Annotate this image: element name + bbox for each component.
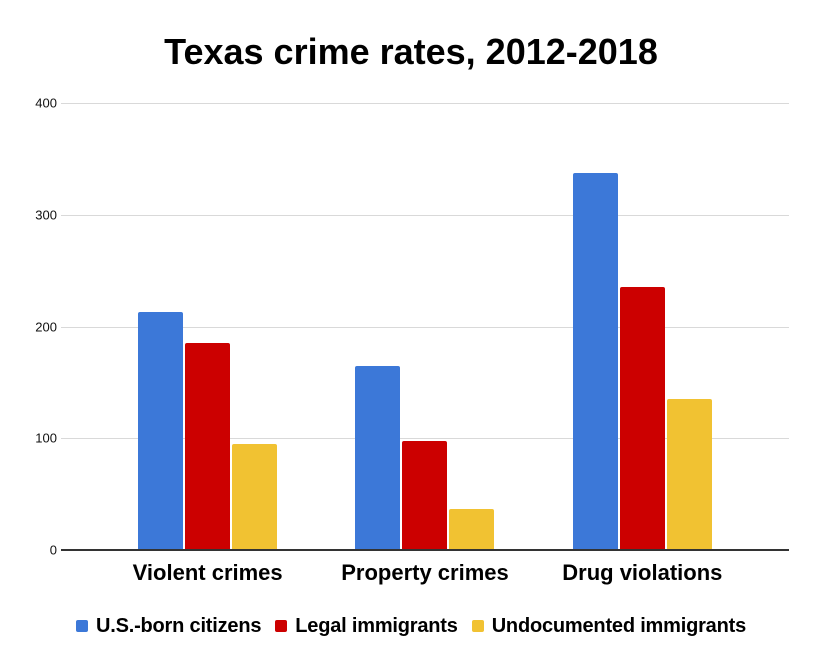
x-axis-labels: Violent crimes Property crimes Drug violat… (61, 559, 789, 587)
x-axis-line (61, 549, 789, 551)
bar-violent-crimes-legal-immigrants (185, 343, 231, 550)
legend-label-legal-immigrants: Legal immigrants (295, 614, 458, 637)
bar-drug-violations-u-s-born-citizens (572, 173, 618, 550)
chart-title: Texas crime rates, 2012-2018 (164, 31, 658, 72)
bar-violent-crimes-u-s-born-citizens (138, 311, 184, 550)
bar-property-crimes-u-s-born-citizens (355, 365, 401, 550)
bar-violent-crimes-undocumented-immigrants (232, 443, 278, 550)
category-label-violent-crimes: Violent crimes (132, 560, 283, 585)
gridline-200 (61, 326, 789, 328)
y-axis: 400 300 200 100 0 (0, 96, 57, 558)
category-label-property-crimes: Property crimes (341, 560, 509, 585)
legend-label-u-s-born-citizens: U.S.-born citizens (95, 614, 262, 637)
gridline-100 (61, 438, 789, 440)
bar-property-crimes-legal-immigrants (402, 440, 448, 550)
bar-property-crimes-undocumented-immigrants (449, 508, 495, 550)
y-tick-label-100: 100 (35, 430, 57, 446)
legend-item-u-s-born-citizens: U.S.-born citizens (75, 614, 262, 638)
legend-swatch-icon-legal-immigrants (275, 620, 288, 632)
legend-item-undocumented-immigrants: Undocumented immigrants (471, 614, 747, 638)
gridline-400 (61, 103, 789, 104)
y-tick-label-0: 0 (49, 542, 57, 558)
bar-groups-row (61, 103, 789, 550)
bar-group-drug-violations (534, 103, 751, 550)
y-tick-label-200: 200 (35, 319, 57, 334)
gridline-300 (61, 214, 789, 216)
y-tick-label-300: 300 (35, 207, 57, 223)
legend-label-undocumented-immigrants: Undocumented immigrants (491, 614, 747, 637)
bar-drug-violations-undocumented-immigrants (666, 399, 712, 550)
legend-swatch-icon-u-s-born-citizens (75, 620, 88, 632)
bar-group-property-crimes (316, 103, 533, 550)
category-label-drug-violations: Drug violations (562, 560, 723, 585)
legend-swatch-icon-undocumented-immigrants (471, 620, 484, 632)
plot-area (61, 103, 789, 551)
legend-item-legal-immigrants: Legal immigrants (275, 614, 458, 638)
bar-drug-violations-legal-immigrants (619, 287, 665, 550)
bar-group-violent-crimes (99, 103, 316, 550)
legend: U.S.-born citizens Legal immigrants Undocu… (0, 613, 822, 639)
y-tick-label-400: 400 (35, 95, 57, 111)
